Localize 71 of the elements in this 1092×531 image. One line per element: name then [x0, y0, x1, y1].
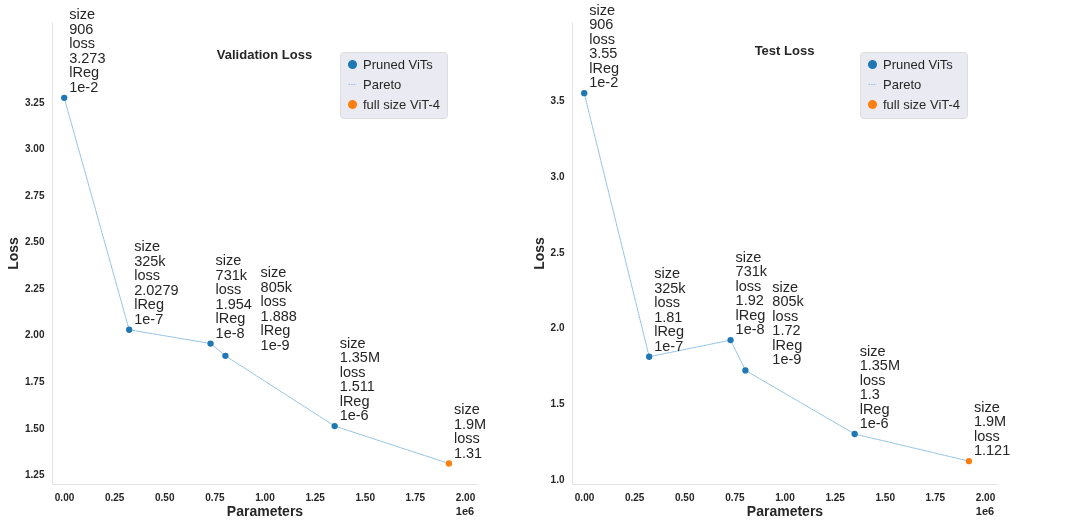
x-tick-label: 1.25: [305, 491, 326, 503]
y-tick-label: 2.75: [25, 189, 45, 201]
y-tick-label: 2.5: [550, 246, 565, 258]
point: [742, 367, 749, 374]
text: 1e6: [455, 505, 475, 517]
text: Test Loss: [754, 42, 815, 58]
x-tick-label: 0.75: [205, 491, 226, 503]
text: Validation Loss: [216, 47, 313, 63]
y-tick-label: 3.00: [25, 143, 45, 155]
x-tick-label: 0.75: [725, 491, 746, 503]
annotation: size 731k loss 1.92 lReg 1e-8: [735, 248, 768, 338]
y-tick-label: 1.25: [25, 469, 45, 481]
y-axis-title: Loss: [530, 236, 547, 270]
annotation: size 1.35M loss 1.511 lReg 1e-6: [339, 334, 380, 424]
annotation: size 805k loss 1.888 lReg 1e-9: [260, 264, 297, 353]
point: [61, 94, 68, 101]
annotation: size 1.35M loss 1.3 lReg 1e-6: [859, 342, 900, 432]
point: [445, 460, 453, 467]
point: [646, 353, 653, 360]
y-tick-label: 3.5: [550, 95, 565, 107]
annotation: size 1.9M loss 1.121: [973, 398, 1011, 459]
x-tick-label: 1.50: [355, 491, 376, 503]
y-tick-label: 2.00: [25, 329, 45, 341]
x-axis-title: Parameters: [746, 502, 824, 519]
x-tick-label: 0.25: [624, 491, 645, 503]
legend-label: Pareto: [883, 76, 922, 92]
annotation: size 325k loss 2.0279 lReg 1e-7: [134, 238, 179, 327]
annotation: size 805k loss 1.72 lReg 1e-9: [772, 278, 805, 368]
annotation: size 906 loss 3.273 lReg 1e-2: [69, 6, 106, 95]
x-axis-title: Parameters: [226, 502, 304, 519]
annotation: size 731k loss 1.954 lReg 1e-8: [215, 252, 252, 341]
x-tick-label: 1.50: [875, 491, 896, 503]
point: [126, 326, 133, 333]
annotation: size 906 loss 3.55 lReg 1e-2: [589, 1, 620, 91]
legend-label: Pruned ViTs: [883, 56, 954, 72]
y-tick-label: 1.0: [550, 473, 565, 485]
y-axis-title: Loss: [5, 236, 22, 270]
point: [331, 422, 338, 430]
point: [965, 457, 973, 465]
x-tick-label: 0.50: [155, 491, 175, 503]
y-tick-label: 3.25: [25, 96, 45, 108]
point: [727, 336, 734, 344]
legend-label: full size ViT-4: [363, 96, 441, 112]
annotation: size 325k loss 1.81 lReg 1e-7: [654, 265, 687, 354]
x-tick-label: 1.75: [405, 491, 426, 503]
y-tick-label: 1.5: [550, 398, 565, 410]
x-tick-label: 0.25: [104, 491, 125, 503]
y-tick-label: 2.25: [25, 282, 45, 294]
x-tick-label: 1.00: [775, 491, 796, 503]
annotation: size 1.9M loss 1.31: [453, 401, 487, 461]
x-tick-label: 0.50: [675, 491, 695, 503]
y-tick-label: 2.50: [25, 236, 45, 248]
point: [207, 340, 214, 347]
legend-label: Pruned ViTs: [363, 56, 434, 72]
y-tick-label: 3.0: [550, 171, 565, 182]
point: [851, 430, 858, 438]
y-tick-label: 1.50: [25, 422, 45, 434]
x-tick-label: 1.25: [825, 491, 846, 503]
point: [581, 90, 588, 97]
y-tick-label: 1.75: [25, 376, 45, 388]
text: 1e6: [975, 505, 995, 517]
x-tick-label: 2.00: [975, 491, 996, 503]
x-tick-label: 1.00: [255, 491, 276, 503]
point: [222, 352, 229, 359]
y-tick-label: 2.0: [550, 322, 565, 334]
x-tick-label: 2.00: [455, 491, 476, 503]
x-tick-label: 0.00: [574, 491, 595, 503]
x-tick-label: 0.00: [54, 491, 75, 503]
x-tick-label: 1.75: [925, 491, 946, 503]
legend-label: full size ViT-4: [883, 96, 961, 112]
legend-label: Pareto: [363, 76, 402, 92]
